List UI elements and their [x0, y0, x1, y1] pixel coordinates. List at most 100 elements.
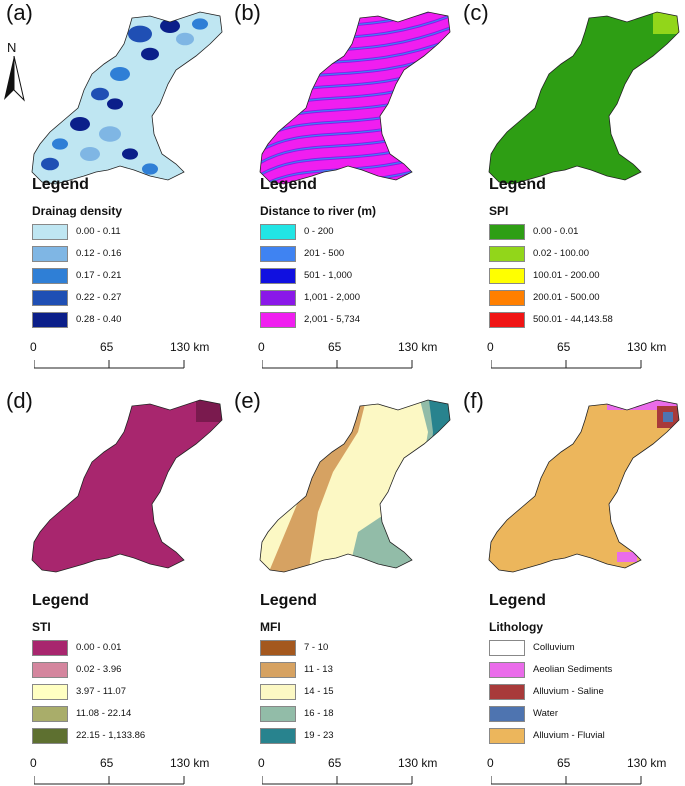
legend-item: 19 - 23	[260, 728, 450, 746]
legend-item: Alluvium - Fluvial	[489, 728, 679, 746]
legend-item: 11 - 13	[260, 662, 450, 680]
scale-label: 130 km	[170, 756, 210, 770]
scale-label: 0	[30, 756, 37, 770]
legend-item: 22.15 - 1,133.86	[32, 728, 222, 746]
legend-label: 0.28 - 0.40	[76, 314, 122, 325]
legend-item: 0.17 - 0.21	[32, 268, 222, 286]
legend-subtitle: Lithology	[489, 620, 543, 634]
legend-label: Aeolian Sediments	[533, 664, 613, 675]
legend-label: 0.00 - 0.01	[76, 642, 122, 653]
map-panel-5: (e) Legend MFI 7 - 10 11 - 13 14 - 15 16 - 18 1…	[228, 388, 456, 785]
legend-title: Legend	[260, 176, 317, 193]
legend-subtitle: MFI	[260, 620, 281, 634]
legend-swatch	[260, 268, 296, 284]
legend-item: 0.00 - 0.01	[489, 224, 679, 242]
legend-swatch	[260, 684, 296, 700]
legend-swatch	[32, 290, 68, 306]
panel-letter: (d)	[6, 388, 33, 413]
panel-letter: (a)	[6, 0, 33, 25]
scale-label: 0	[487, 340, 494, 354]
scale-label: 130 km	[398, 340, 438, 354]
legend-item: 0.02 - 100.00	[489, 246, 679, 264]
legend-item: 201 - 500	[260, 246, 450, 264]
scale-bar	[34, 360, 185, 369]
legend-swatch	[489, 728, 525, 744]
legend-item: 0.22 - 0.27	[32, 290, 222, 308]
legend-subtitle: Drainag density	[32, 204, 123, 218]
legend-title: Legend	[489, 592, 546, 609]
legend-label: 0.12 - 0.16	[76, 248, 122, 259]
legend-label: 0 - 200	[304, 226, 334, 237]
panel-letter: (b)	[234, 0, 261, 25]
legend-title: Legend	[32, 592, 89, 609]
legend-item: 100.01 - 200.00	[489, 268, 679, 286]
legend-label: 0.17 - 0.21	[76, 270, 122, 281]
legend-label: Alluvium - Saline	[533, 686, 604, 697]
scale-label: 130 km	[627, 756, 667, 770]
legend-label: 2,001 - 5,734	[304, 314, 360, 325]
legend-swatch	[260, 224, 296, 240]
scale-label: 0	[258, 756, 265, 770]
legend-swatch	[260, 312, 296, 328]
legend-swatch	[489, 706, 525, 722]
legend-item: 3.97 - 11.07	[32, 684, 222, 702]
legend-item: 200.01 - 500.00	[489, 290, 679, 308]
map-region	[488, 399, 680, 573]
legend-swatch	[32, 312, 68, 328]
legend-title: Legend	[260, 592, 317, 609]
scale-label: 130 km	[398, 756, 438, 770]
legend-swatch	[32, 684, 68, 700]
legend-swatch	[489, 290, 525, 306]
map-region	[259, 399, 451, 573]
legend-label: 19 - 23	[304, 730, 334, 741]
legend-swatch	[489, 224, 525, 240]
scale-label: 0	[258, 340, 265, 354]
legend-swatch	[260, 246, 296, 262]
legend-item: 0.00 - 0.01	[32, 640, 222, 658]
legend-item: 7 - 10	[260, 640, 450, 658]
legend-label: 11.08 - 22.14	[76, 708, 132, 719]
panel-letter: (f)	[463, 388, 484, 413]
legend-item: 0.28 - 0.40	[32, 312, 222, 330]
legend-subtitle: Distance to river (m)	[260, 204, 377, 218]
legend-swatch	[260, 290, 296, 306]
scale-label: 65	[100, 756, 114, 770]
legend-label: 0.02 - 100.00	[533, 248, 589, 259]
legend-swatch	[489, 246, 525, 262]
legend-label: Alluvium - Fluvial	[533, 730, 605, 741]
legend-subtitle: STI	[32, 620, 51, 634]
scale-label: 65	[328, 756, 342, 770]
panel-letter: (c)	[463, 0, 489, 25]
legend-label: 14 - 15	[304, 686, 334, 697]
scale-bar	[491, 776, 642, 785]
legend-item: Alluvium - Saline	[489, 684, 679, 702]
legend-label: 200.01 - 500.00	[533, 292, 600, 303]
legend-swatch	[489, 640, 525, 656]
legend-item: 500.01 - 44,143.58	[489, 312, 679, 330]
scale-label: 130 km	[627, 340, 667, 354]
legend-item: Colluvium	[489, 640, 679, 658]
legend-label: 501 - 1,000	[304, 270, 353, 281]
scale-label: 65	[557, 756, 571, 770]
map-panel-2: (b) Legend Distance to river (m) 0 - 200 201…	[228, 0, 456, 387]
scale-label: 65	[328, 340, 342, 354]
map-region	[259, 11, 451, 185]
legend-swatch	[489, 312, 525, 328]
legend-label: 11 - 13	[304, 664, 333, 675]
legend-item: 501 - 1,000	[260, 268, 450, 286]
legend-swatch	[32, 728, 68, 744]
legend-label: 0.00 - 0.11	[76, 226, 121, 237]
legend-label: 201 - 500	[304, 248, 345, 259]
legend-title: Legend	[489, 176, 546, 193]
legend-item: 0.12 - 0.16	[32, 246, 222, 264]
legend-label: 100.01 - 200.00	[533, 270, 600, 281]
legend-title: Legend	[32, 176, 89, 193]
legend-swatch	[32, 662, 68, 678]
north-arrow: N	[2, 40, 26, 102]
map-region	[488, 11, 680, 185]
legend-item: 11.08 - 22.14	[32, 706, 222, 724]
map-region	[31, 399, 223, 573]
legend-label: 0.00 - 0.01	[533, 226, 579, 237]
legend-label: 0.02 - 3.96	[76, 664, 122, 675]
legend-label: 22.15 - 1,133.86	[76, 730, 146, 741]
